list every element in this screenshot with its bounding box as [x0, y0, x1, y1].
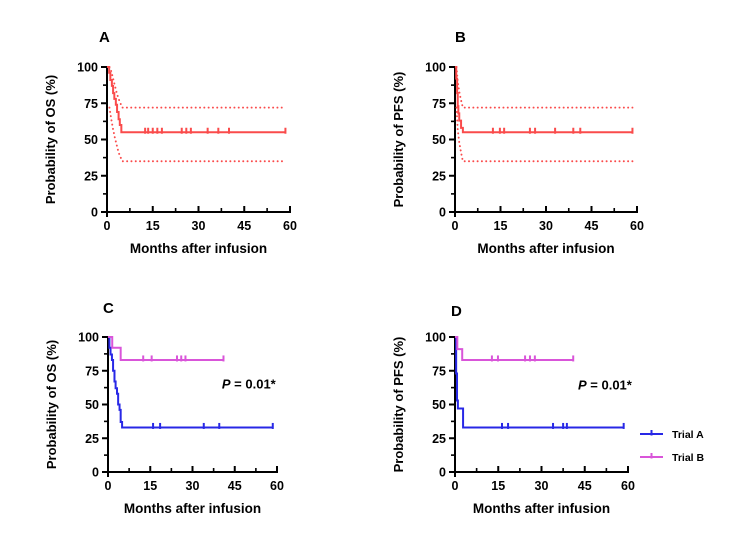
survival-curve-trial-b [455, 336, 574, 361]
legend: Trial A Trial B [640, 429, 705, 464]
x-axis-title: Months after infusion [130, 241, 267, 256]
y-tick-label: 50 [84, 133, 98, 147]
panel-B: 0 15 30 45 60 0 25 50 75 100 Probability of PFS (%… [391, 29, 644, 256]
y-axis-title: Probability of PFS (%) [391, 72, 406, 208]
y-tick-label: 100 [77, 61, 98, 75]
ci-dotted-line [455, 106, 634, 163]
y-axis-title: Probability of OS (%) [44, 340, 59, 469]
p-value-annotation: P = 0.01* [578, 378, 633, 393]
x-tick-label: 60 [270, 479, 284, 493]
y-tick-label: 100 [78, 331, 99, 345]
y-tick-label: 75 [432, 364, 446, 378]
y-tick-label: 50 [85, 398, 99, 412]
y-tick-label: 25 [432, 432, 446, 446]
y-tick-label: 0 [439, 466, 446, 480]
x-tick-label: 30 [192, 219, 206, 233]
panel-label-A: A [99, 29, 110, 46]
y-tick-label: 0 [439, 206, 446, 220]
x-tick-label: 30 [539, 219, 553, 233]
x-tick-label: 45 [228, 479, 242, 493]
x-tick-label: 15 [494, 219, 508, 233]
x-axis-title: Months after infusion [477, 241, 614, 256]
x-tick-label: 0 [104, 219, 111, 233]
panel-label-B: B [455, 29, 466, 46]
panel-label-C: C [103, 300, 114, 317]
panel-A: 0 15 30 45 60 0 25 50 75 100 Probability of OS (%)… [43, 29, 297, 256]
survival-curve-all-patients-os [107, 66, 286, 134]
y-tick-label: 75 [432, 97, 446, 111]
panel-label-D: D [451, 303, 462, 320]
x-tick-label: 45 [578, 479, 592, 493]
y-tick-label: 75 [84, 97, 98, 111]
y-axis-title: Probability of PFS (%) [391, 337, 406, 473]
y-tick-label: 50 [432, 398, 446, 412]
panel-D: 0 15 30 45 60 0 25 50 75 100 Probability of PFS (%… [391, 303, 635, 516]
x-tick-label: 30 [535, 479, 549, 493]
legend-item-trial-b: Trial B [640, 452, 705, 464]
panel-C: 0 15 30 45 60 0 25 50 75 100 Probability of OS (%)… [44, 300, 284, 516]
x-tick-label: 15 [491, 479, 505, 493]
ci-dotted-line [108, 66, 287, 109]
x-tick-label: 45 [237, 219, 251, 233]
x-tick-label: 0 [452, 479, 459, 493]
x-tick-label: 60 [283, 219, 297, 233]
legend-label: Trial B [672, 452, 705, 464]
y-tick-label: 50 [432, 133, 446, 147]
ci-dotted-line [455, 66, 634, 109]
survival-curve-trial-a [108, 336, 273, 429]
x-tick-label: 15 [143, 479, 157, 493]
y-tick-label: 0 [91, 206, 98, 220]
survival-curve-all-patients-pfs [455, 66, 633, 134]
ci-dotted-line [108, 106, 287, 163]
legend-item-trial-a: Trial A [640, 429, 704, 441]
y-tick-label: 25 [85, 432, 99, 446]
survival-curve-trial-b [108, 336, 224, 361]
y-tick-label: 0 [92, 466, 99, 480]
survival-curve-trial-a [455, 336, 624, 429]
p-value-annotation: P = 0.01* [222, 376, 277, 391]
x-tick-label: 45 [585, 219, 599, 233]
x-tick-label: 60 [621, 479, 635, 493]
x-tick-label: 15 [146, 219, 160, 233]
y-tick-label: 75 [85, 364, 99, 378]
x-tick-label: 30 [186, 479, 200, 493]
y-tick-label: 25 [432, 169, 446, 183]
y-tick-label: 100 [425, 61, 446, 75]
y-tick-label: 100 [425, 331, 446, 345]
y-tick-label: 25 [84, 169, 98, 183]
x-tick-label: 60 [630, 219, 644, 233]
y-axis-title: Probability of OS (%) [43, 75, 58, 204]
legend-label: Trial A [672, 429, 704, 441]
x-tick-label: 0 [105, 479, 112, 493]
x-axis-title: Months after infusion [124, 501, 261, 516]
x-tick-label: 0 [452, 219, 459, 233]
x-axis-title: Months after infusion [473, 501, 610, 516]
